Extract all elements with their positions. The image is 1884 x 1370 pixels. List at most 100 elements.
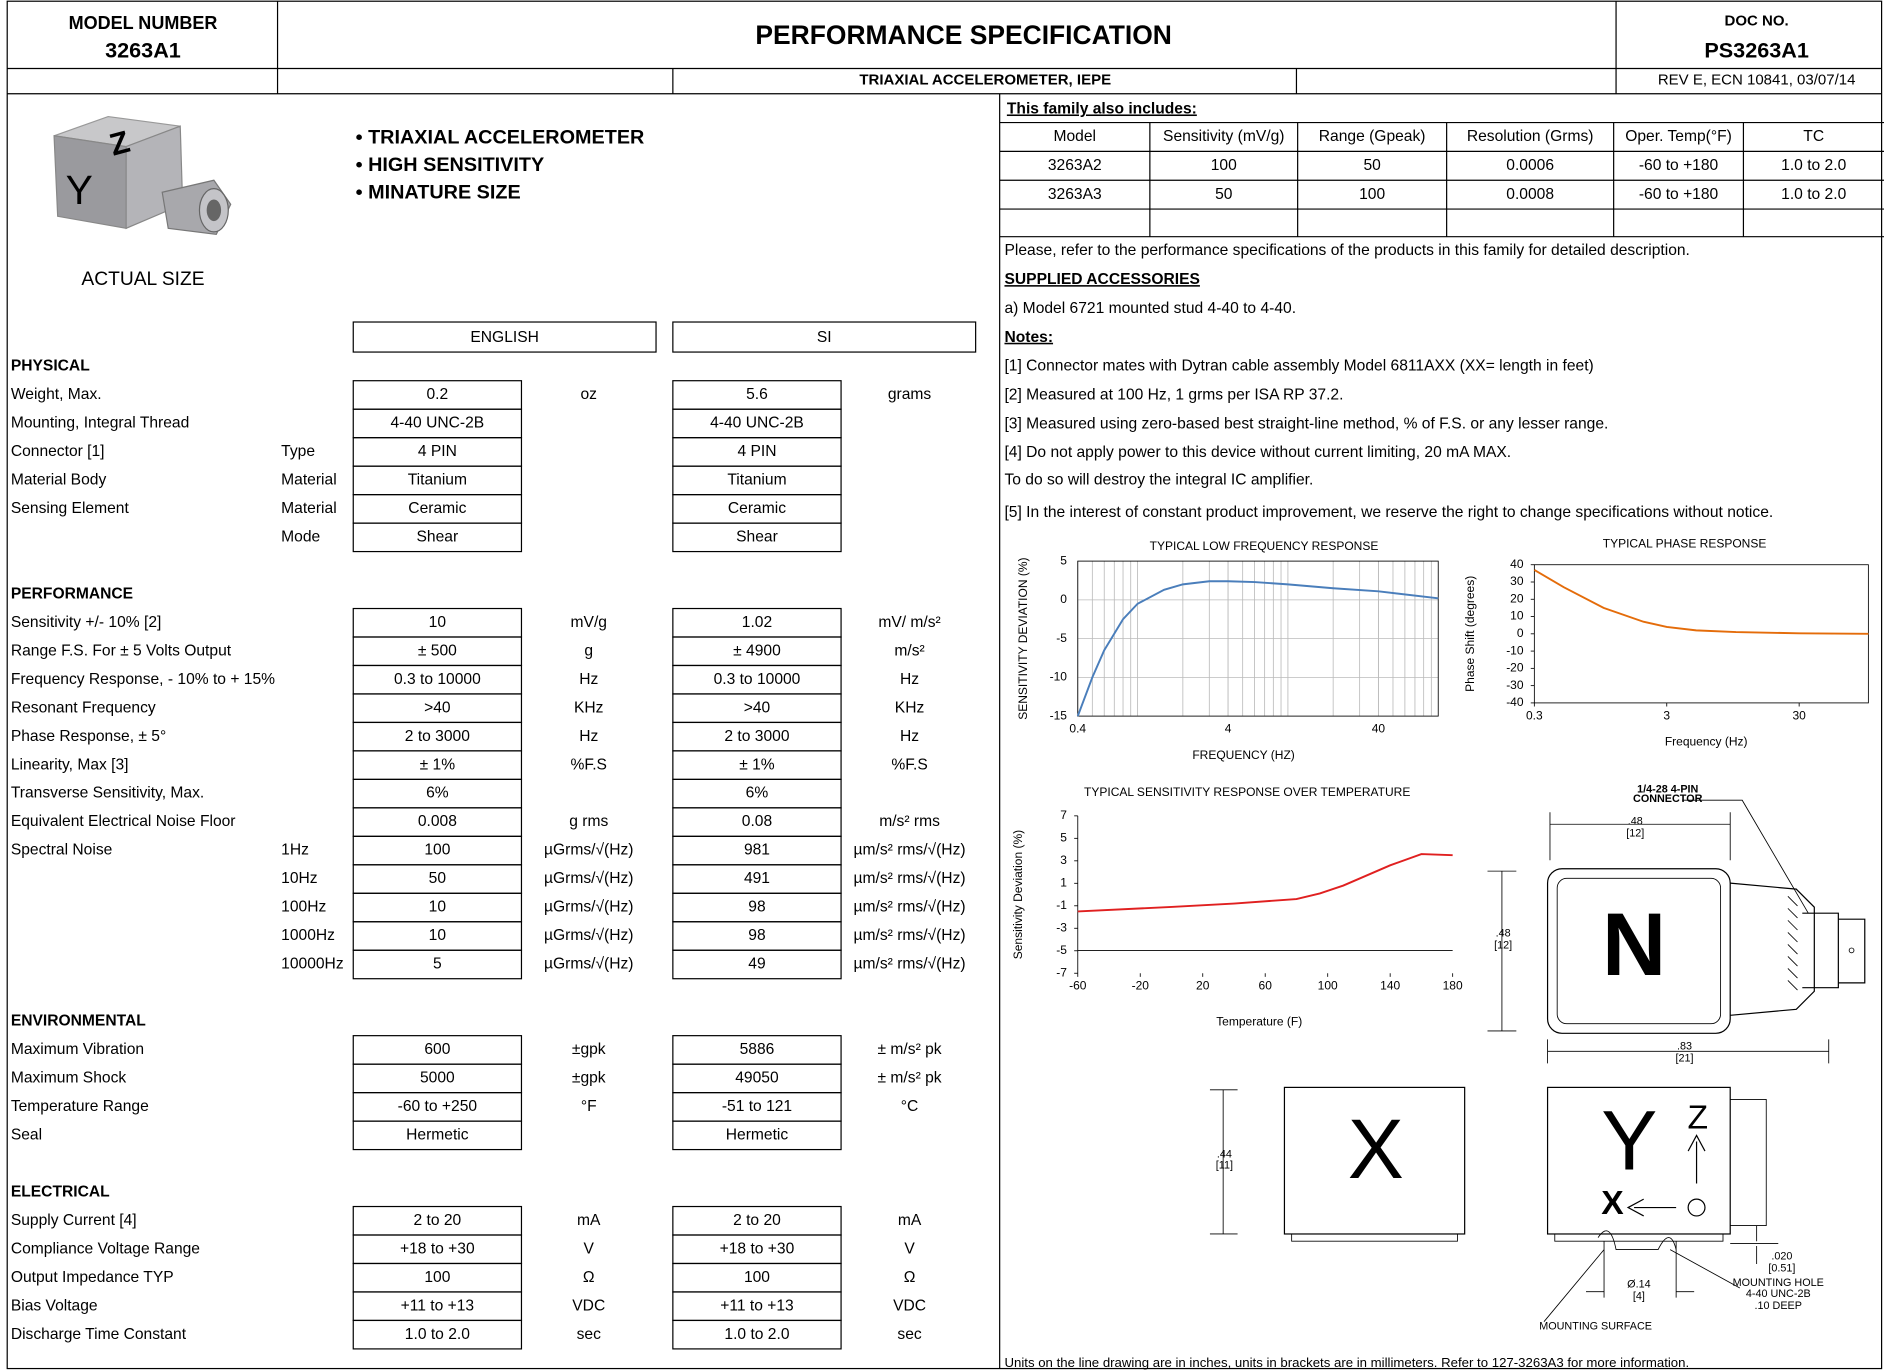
spec-unit: VDC: [572, 1297, 605, 1314]
spec-unit: µGrms/√(Hz): [544, 842, 634, 859]
y-tick-label: 7: [1060, 808, 1067, 822]
spec-unit: µGrms/√(Hz): [544, 956, 634, 973]
spec-unit: ± m/s² pk: [878, 1070, 942, 1087]
table-header: Model: [1054, 128, 1097, 145]
spec-label: Temperature Range: [11, 1098, 149, 1115]
spec-label: Linearity, Max [3]: [11, 756, 129, 773]
drawing-label: Y: [1601, 1094, 1657, 1188]
table-cell: 1.0 to 2.0: [1781, 157, 1846, 174]
drawing-label: .10 DEEP: [1755, 1300, 1802, 1312]
spec-value: Hermetic: [406, 1126, 469, 1143]
table-header: Sensitivity (mV/g): [1163, 128, 1284, 145]
spec-value: 2 to 3000: [405, 728, 470, 745]
spec-unit: grams: [888, 386, 932, 403]
spec-unit: Hz: [579, 671, 598, 688]
axis-label: SENSITIVITY DEVIATION (%): [1016, 557, 1030, 719]
spec-value: 49: [748, 956, 765, 973]
spec-unit: %F.S: [571, 756, 607, 773]
x-tick-label: 20: [1196, 979, 1210, 993]
spec-sublabel: Type: [281, 443, 315, 460]
spec-value: +18 to +30: [400, 1240, 475, 1257]
spec-value: 0.008: [418, 813, 457, 830]
spec-unit: mV/ m/s²: [878, 614, 940, 631]
spec-value: Titanium: [408, 472, 467, 489]
note: [1] Connector mates with Dytran cable as…: [1004, 358, 1593, 375]
drawing-label: MOUNTING SURFACE: [1539, 1320, 1652, 1332]
spec-value: 50: [429, 870, 447, 887]
section-title: PERFORMANCE: [11, 585, 133, 602]
spec-unit: °C: [901, 1098, 919, 1115]
spec-value: 100: [744, 1269, 770, 1286]
spec-unit: sec: [577, 1326, 601, 1343]
spec-sublabel: 1000Hz: [281, 927, 335, 944]
spec-sheet: MODEL NUMBER 3263A1 PERFORMANCE SPECIFIC…: [0, 0, 1884, 1370]
spec-sublabel: Mode: [281, 528, 320, 545]
spec-value: 4-40 UNC-2B: [710, 415, 804, 432]
spec-value: 2 to 20: [413, 1212, 461, 1229]
spec-label: Equivalent Electrical Noise Floor: [11, 813, 236, 830]
spec-unit: mA: [898, 1212, 922, 1229]
y-tick-label: 0: [1517, 626, 1524, 640]
drawing-label: .48: [1628, 816, 1643, 828]
x-tick-label: 3: [1663, 708, 1670, 722]
spec-label: Maximum Vibration: [11, 1041, 144, 1058]
spec-unit: m/s² rms: [879, 813, 940, 830]
spec-value: -51 to 121: [722, 1098, 792, 1115]
spec-value: 1.0 to 2.0: [405, 1326, 470, 1343]
spec-value: 98: [748, 899, 765, 916]
x-tick-label: 0.4: [1069, 722, 1086, 736]
spec-value: 6%: [746, 785, 769, 802]
drawing-label: [4]: [1633, 1290, 1645, 1302]
spec-unit: KHz: [895, 699, 925, 716]
body: {"header":{"model_label":"MODEL NUMBER",…: [0, 0, 1884, 1370]
section-title: PHYSICAL: [11, 358, 90, 375]
y-tick-label: 10: [1510, 609, 1524, 623]
chart-title: TYPICAL SENSITIVITY RESPONSE OVER TEMPER…: [1084, 785, 1410, 799]
notes-heading: Notes:: [1004, 329, 1053, 346]
spec-label: Sensitivity +/- 10% [2]: [11, 614, 162, 631]
spec-value: 10: [429, 899, 447, 916]
table-cell: -60 to +180: [1639, 186, 1719, 203]
spec-unit: ±gpk: [572, 1041, 606, 1058]
drawing-label: [12]: [1494, 939, 1512, 951]
spec-unit: Ω: [583, 1269, 595, 1286]
drawing-label: Z: [1687, 1100, 1708, 1137]
spec-value: +11 to +13: [720, 1297, 794, 1314]
spec-unit: µGrms/√(Hz): [544, 870, 634, 887]
spec-value: >40: [744, 699, 771, 716]
accessories-heading: SUPPLIED ACCESSORIES: [1004, 271, 1199, 288]
spec-unit: ± m/s² pk: [878, 1041, 942, 1058]
spec-unit: KHz: [574, 699, 604, 716]
drawing-label: Ø.14: [1627, 1278, 1650, 1290]
spec-unit: Hz: [900, 728, 919, 745]
y-tick-label: -20: [1506, 661, 1524, 675]
spec-value: ± 4900: [733, 642, 781, 659]
table-cell: 0.0006: [1506, 157, 1554, 174]
table-cell: 0.0008: [1506, 186, 1554, 203]
x-tick-label: 0.3: [1526, 708, 1543, 722]
drawing-label: N: [1602, 895, 1666, 994]
drawing-label: X: [1348, 1102, 1404, 1196]
spec-value: -60 to +250: [398, 1098, 478, 1115]
spec-unit: mV/g: [571, 614, 607, 631]
note: [2] Measured at 100 Hz, 1 grms per ISA R…: [1004, 386, 1343, 403]
spec-unit: %F.S: [891, 756, 927, 773]
data-line: [1078, 854, 1453, 911]
table-cell: 50: [1215, 186, 1233, 203]
table-cell: 3263A2: [1048, 157, 1102, 174]
x-tick-label: -60: [1069, 979, 1087, 993]
section-title: ENVIRONMENTAL: [11, 1013, 146, 1030]
drawing-label: [21]: [1676, 1052, 1694, 1064]
drawing-label: .83: [1677, 1040, 1692, 1052]
spec-unit: g rms: [569, 813, 608, 830]
spec-value: 10: [429, 927, 447, 944]
y-tick-label: -1: [1056, 898, 1067, 912]
axis-label: FREQUENCY (HZ): [1192, 748, 1294, 762]
feature: • HIGH SENSITIVITY: [356, 154, 545, 176]
y-tick-label: -3: [1056, 920, 1067, 934]
spec-label: Supply Current [4]: [11, 1212, 137, 1229]
y-tick-label: 3: [1060, 853, 1067, 867]
drawing-label: .020: [1771, 1251, 1792, 1263]
table-cell: 3263A3: [1048, 186, 1102, 203]
y-tick-label: -40: [1506, 695, 1524, 709]
